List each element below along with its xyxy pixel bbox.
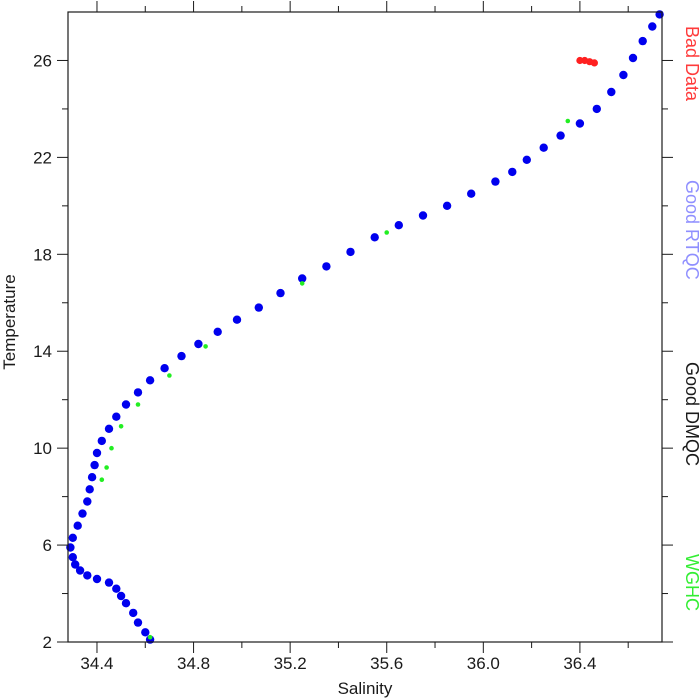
data-point-good	[160, 364, 169, 373]
data-point-good	[83, 497, 92, 506]
data-point-good	[556, 131, 565, 140]
series-3	[99, 118, 571, 640]
data-point-wghc	[565, 118, 571, 124]
data-point-good	[68, 553, 78, 562]
data-point-good	[145, 376, 155, 385]
plot-frame	[67, 11, 663, 643]
legend-entry-bad-data: Bad Data	[682, 26, 700, 102]
data-point-good	[112, 412, 121, 421]
data-point-wghc	[167, 373, 172, 378]
data-point-good	[177, 351, 186, 361]
data-point-good	[129, 608, 138, 618]
data-point-good	[648, 22, 657, 31]
legend: Bad Data Good RTQC Good DMQC WGHC	[682, 26, 700, 611]
data-point-wghc	[203, 344, 208, 349]
data-point-good	[467, 189, 476, 198]
y-tick-label: 22	[33, 148, 52, 167]
data-point-good	[254, 303, 263, 312]
data-point-wghc	[299, 281, 305, 286]
data-point-good	[121, 400, 131, 409]
legend-entry-wghc: WGHC	[682, 554, 700, 611]
data-point-good	[607, 87, 616, 97]
data-point-good	[78, 509, 87, 518]
data-point-good	[638, 36, 647, 46]
data-point-good	[141, 628, 150, 637]
data-point-wghc	[384, 230, 390, 235]
legend-entry-good-rtqc: Good RTQC	[682, 180, 700, 280]
y-tick-label: 6	[43, 536, 52, 555]
y-tick-label: 26	[33, 51, 52, 70]
data-point-good	[85, 485, 94, 494]
data-point-wghc	[135, 402, 141, 407]
data-point-good	[522, 155, 531, 164]
x-tick-label: 35.6	[370, 654, 403, 673]
data-point-good	[104, 424, 114, 433]
x-tick-label: 35.2	[274, 654, 307, 673]
data-point-good	[592, 104, 601, 114]
legend-entry-good-dmqc: Good DMQC	[682, 362, 700, 466]
data-point-good	[539, 143, 548, 152]
x-axis-label: Salinity	[338, 679, 393, 698]
y-tick-label: 14	[33, 342, 52, 361]
data-point-good	[104, 578, 114, 587]
data-point-good	[73, 521, 82, 530]
data-point-good	[346, 247, 355, 257]
x-tick-label: 36.0	[467, 654, 500, 673]
data-point-wghc	[109, 445, 114, 451]
data-point-good	[112, 584, 121, 593]
data-point-good	[121, 599, 131, 608]
data-point-wghc	[147, 634, 153, 640]
data-point-wghc	[104, 465, 109, 470]
data-point-wghc	[99, 477, 105, 483]
data-point-good	[133, 388, 143, 397]
data-point-good	[491, 177, 500, 186]
data-point-good	[97, 436, 107, 446]
data-point-good	[92, 448, 102, 458]
data-point-good	[442, 201, 452, 210]
data-point-good	[68, 533, 78, 542]
y-axis-label: Temperature	[0, 274, 19, 369]
data-point-good	[575, 119, 585, 128]
data-point-good	[213, 327, 222, 336]
data-point-bad	[590, 59, 599, 67]
x-tick-label: 34.8	[177, 654, 210, 673]
data-point-good	[628, 53, 638, 63]
data-point-good	[276, 288, 285, 298]
data-point-good	[71, 560, 80, 569]
data-point-good	[133, 618, 143, 627]
data-point-good	[75, 566, 85, 575]
y-tick-label: 2	[43, 633, 52, 652]
data-point-good	[92, 574, 102, 584]
data-point-good	[508, 167, 517, 177]
data-point-good	[394, 221, 403, 230]
series-2	[576, 56, 599, 67]
y-tick-label: 10	[33, 439, 52, 458]
data-point-good	[298, 274, 307, 283]
x-tick-label: 36.4	[563, 654, 596, 673]
data-point-good	[322, 262, 331, 271]
data-point-good	[619, 70, 628, 80]
y-tick-label: 18	[33, 245, 52, 264]
data-point-good	[87, 473, 97, 482]
data-point-good	[90, 460, 99, 470]
data-point-good	[370, 233, 379, 242]
data-point-good	[418, 211, 428, 220]
data-point-good	[232, 315, 242, 324]
data-point-good	[116, 591, 126, 601]
data-point-good	[194, 339, 203, 349]
x-tick-label: 34.4	[80, 654, 113, 673]
data-point-wghc	[118, 424, 124, 429]
data-point-good	[83, 571, 92, 580]
